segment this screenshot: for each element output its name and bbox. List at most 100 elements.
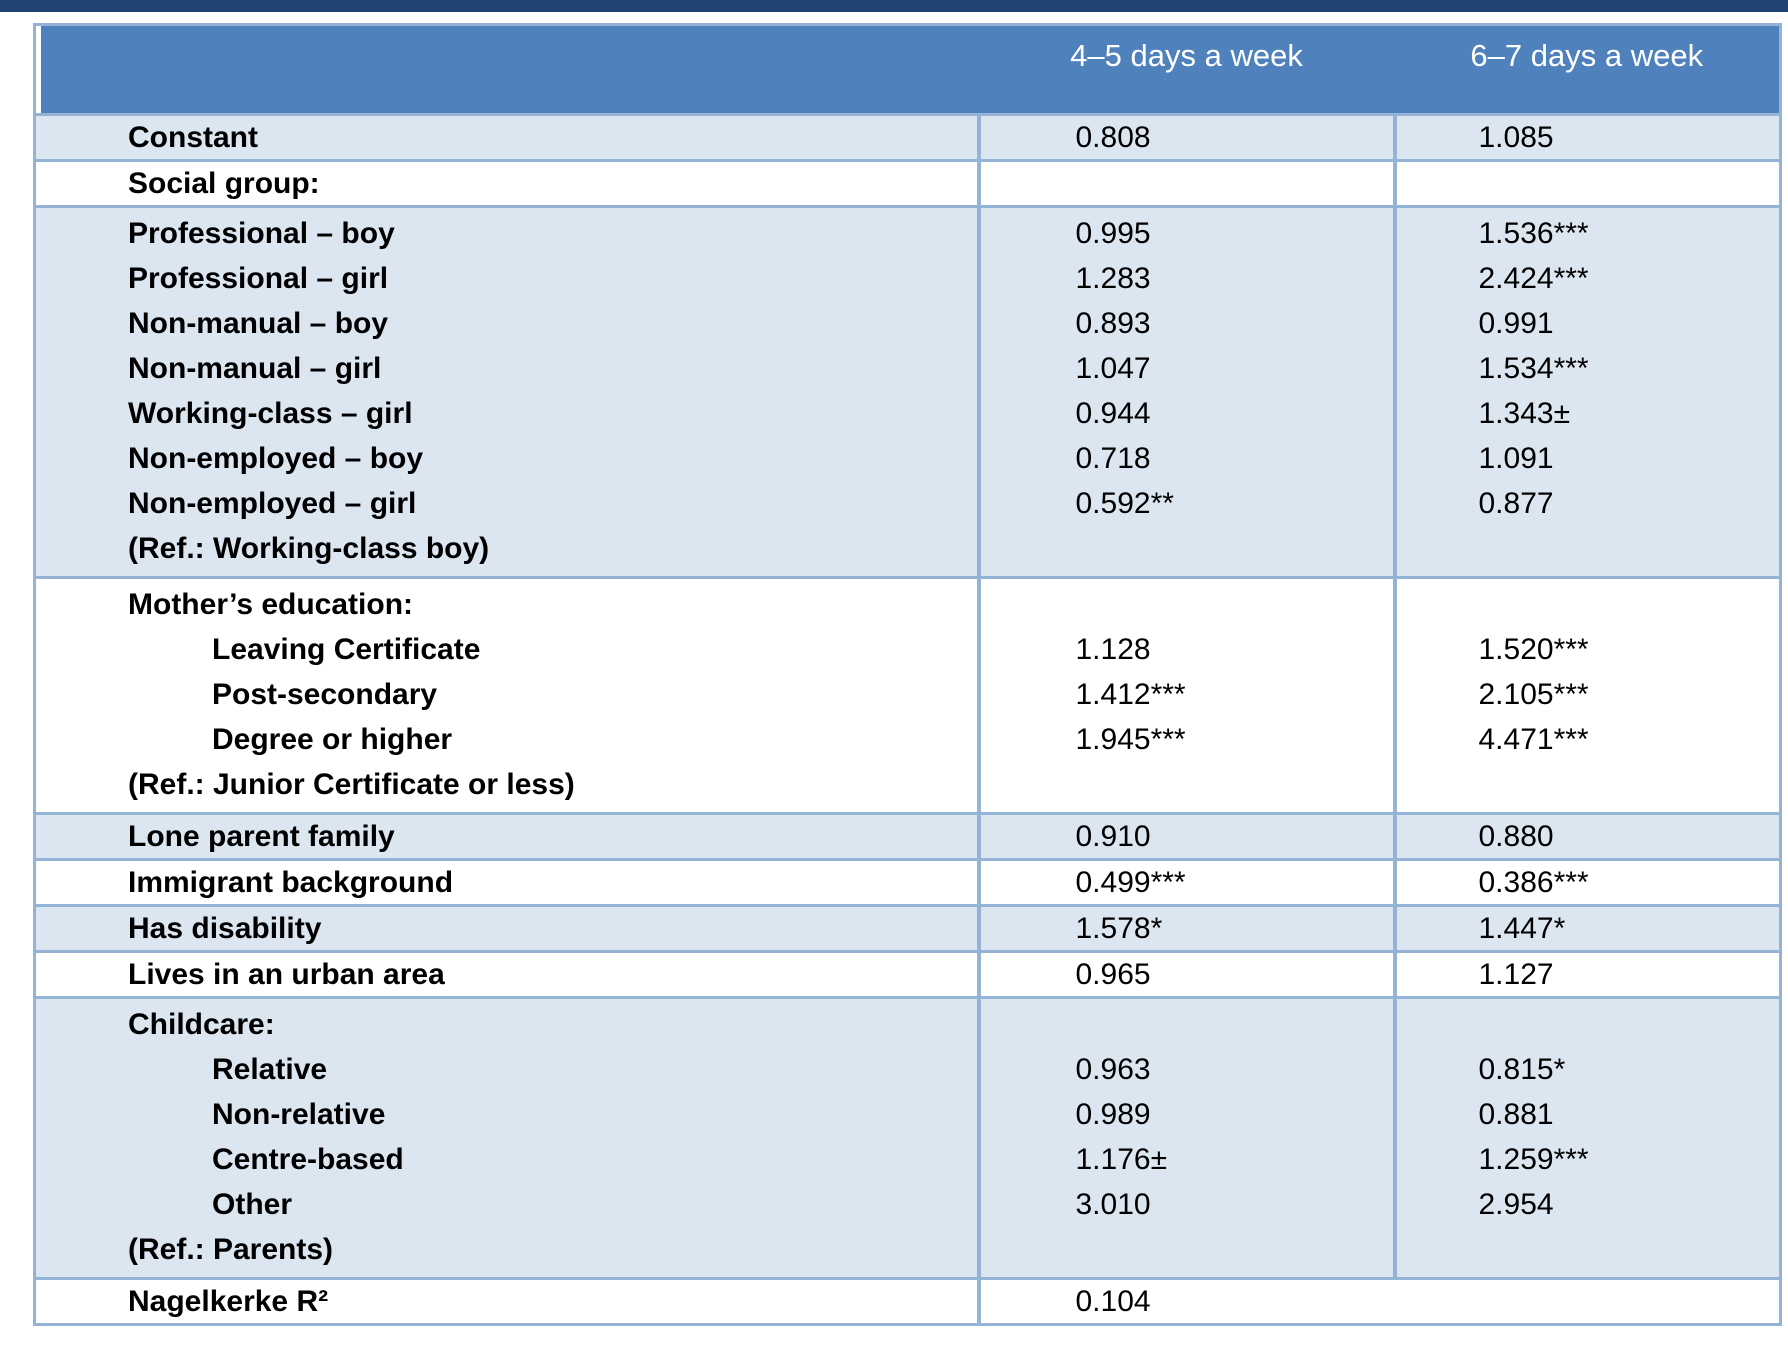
row-label-cell: Lone parent family bbox=[33, 812, 981, 861]
value-4-5-days: 0.499*** bbox=[1075, 866, 1186, 899]
value-4-5-days: 0.893 bbox=[1075, 307, 1151, 340]
value-6-7-days: 0.815* bbox=[1478, 1053, 1566, 1086]
row-label-cell: Nagelkerke R² bbox=[33, 1277, 981, 1326]
value-6-7-days: 4.471*** bbox=[1478, 723, 1589, 756]
value-4-5-days: 0.104 bbox=[1075, 1285, 1151, 1318]
row-label: Childcare: bbox=[128, 1008, 275, 1041]
value-cell-col-4-5-days: 0.910 bbox=[978, 812, 1397, 861]
value-4-5-days: 1.945*** bbox=[1075, 723, 1186, 756]
value-4-5-days: 0.963 bbox=[1075, 1053, 1151, 1086]
value-4-5-days: 1.047 bbox=[1075, 352, 1151, 385]
value-cell-col-6-7-days: 1.127 bbox=[1394, 950, 1782, 999]
value-cell-col-4-5-days: 0.995 1.283 0.893 1.047 0.944 0.718 0.592** bbox=[978, 205, 1397, 579]
value-cell-col-6-7-days: 1.447* bbox=[1394, 904, 1782, 953]
value-4-5-days bbox=[1076, 762, 1393, 807]
value-4-5-days bbox=[1076, 582, 1393, 627]
table-row: Lone parent family 0.910 0.880 bbox=[33, 812, 1782, 861]
value-6-7-days: 0.386*** bbox=[1478, 866, 1589, 899]
table-row: Immigrant background 0.499*** 0.386*** bbox=[33, 858, 1782, 907]
value-4-5-days: 0.995 bbox=[1075, 217, 1151, 250]
value-4-5-days: 0.592** bbox=[1075, 487, 1174, 520]
value-6-7-days: 0.877 bbox=[1478, 487, 1554, 520]
row-label: Post-secondary bbox=[212, 678, 438, 711]
value-6-7-days bbox=[1479, 526, 1780, 571]
value-4-5-days bbox=[1076, 1002, 1393, 1047]
row-label: Professional – boy bbox=[128, 217, 395, 250]
value-6-7-days bbox=[1479, 1227, 1780, 1272]
value-cell-col-6-7-days: 0.880 bbox=[1394, 812, 1782, 861]
value-6-7-days: 1.536*** bbox=[1478, 217, 1589, 250]
header-cell-empty bbox=[33, 23, 979, 116]
value-cell-col-6-7-days bbox=[1394, 159, 1782, 208]
value-4-5-days: 1.578* bbox=[1075, 912, 1163, 945]
value-6-7-days: 2.954 bbox=[1478, 1188, 1554, 1221]
table-row: Professional – boy Professional – girl Non… bbox=[33, 205, 1782, 579]
row-label: Non-employed – boy bbox=[128, 442, 424, 475]
table-row: Has disability 1.578* 1.447* bbox=[33, 904, 1782, 953]
row-label-cell: Immigrant background bbox=[33, 858, 981, 907]
value-4-5-days: 0.989 bbox=[1075, 1098, 1151, 1131]
row-label: Working-class – girl bbox=[128, 397, 413, 430]
value-cell-col-6-7-days: 1.520*** 2.105*** 4.471*** bbox=[1394, 576, 1782, 815]
value-6-7-days bbox=[1479, 762, 1780, 807]
row-label: Nagelkerke R² bbox=[128, 1285, 329, 1318]
table-row: Nagelkerke R² 0.104 bbox=[33, 1277, 1782, 1326]
row-label: Relative bbox=[212, 1053, 328, 1086]
value-6-7-days: 0.880 bbox=[1478, 820, 1554, 853]
value-4-5-days bbox=[1076, 1227, 1393, 1272]
header-cell-4-5-days: 4–5 days a week bbox=[978, 23, 1395, 116]
table-row: Mother’s education: Leaving Certificate Po… bbox=[33, 576, 1782, 815]
value-6-7-days: 1.259*** bbox=[1478, 1143, 1589, 1176]
value-4-5-days: 0.718 bbox=[1075, 442, 1151, 475]
row-label: Other bbox=[212, 1188, 293, 1221]
row-label: Degree or higher bbox=[212, 723, 453, 756]
value-4-5-days: 0.808 bbox=[1075, 121, 1151, 154]
value-cell-col-4-5-days: 1.578* bbox=[978, 904, 1397, 953]
row-label: Non-employed – girl bbox=[128, 487, 417, 520]
table-row: Constant 0.808 1.085 bbox=[33, 113, 1782, 162]
value-6-7-days: 1.091 bbox=[1478, 442, 1554, 475]
value-6-7-days: 2.105*** bbox=[1478, 678, 1589, 711]
value-4-5-days: 0.965 bbox=[1075, 958, 1151, 991]
value-cell-col-4-5-days: 0.808 bbox=[978, 113, 1397, 162]
value-6-7-days bbox=[1479, 582, 1780, 627]
value-4-5-days: 1.176± bbox=[1075, 1143, 1168, 1176]
value-cell-col-6-7-days: 0.815* 0.881 1.259*** 2.954 bbox=[1394, 996, 1782, 1280]
row-label-cell: Social group: bbox=[33, 159, 981, 208]
row-label: Lives in an urban area bbox=[128, 958, 445, 991]
row-label-cell: Mother’s education: Leaving Certificate Po… bbox=[33, 576, 981, 815]
value-6-7-days bbox=[1479, 1002, 1780, 1047]
value-6-7-days bbox=[1479, 162, 1780, 205]
value-6-7-days: 0.881 bbox=[1478, 1098, 1554, 1131]
row-label-cell: Has disability bbox=[33, 904, 981, 953]
value-4-5-days bbox=[1076, 526, 1393, 571]
results-table: 4–5 days a week 6–7 days a week Constant… bbox=[33, 23, 1782, 1326]
row-label: Constant bbox=[128, 121, 258, 154]
row-label: Mother’s education: bbox=[128, 588, 414, 621]
row-label: Lone parent family bbox=[128, 820, 395, 853]
table-row: Childcare: Relative Non-relative Centre-bas… bbox=[33, 996, 1782, 1280]
value-4-5-days: 3.010 bbox=[1075, 1188, 1151, 1221]
row-label: Non-manual – girl bbox=[128, 352, 382, 385]
value-cell-col-6-7-days: 1.085 bbox=[1394, 113, 1782, 162]
row-label: Has disability bbox=[128, 912, 322, 945]
value-6-7-days: 1.520*** bbox=[1478, 633, 1589, 666]
value-cell-col-4-5-days: 0.965 bbox=[978, 950, 1397, 999]
value-6-7-days: 0.991 bbox=[1478, 307, 1554, 340]
value-cell-col-4-5-days bbox=[978, 159, 1397, 208]
row-label: Leaving Certificate bbox=[212, 633, 481, 666]
value-4-5-days: 1.283 bbox=[1075, 262, 1151, 295]
value-cell-col-4-5-days: 0.963 0.989 1.176± 3.010 bbox=[978, 996, 1397, 1280]
table-row: Social group: bbox=[33, 159, 1782, 208]
row-label: Non-manual – boy bbox=[128, 307, 389, 340]
row-label: (Ref.: Working-class boy) bbox=[128, 532, 490, 565]
value-4-5-days: 1.412*** bbox=[1075, 678, 1186, 711]
top-accent-bar bbox=[0, 0, 1788, 12]
value-6-7-days: 1.085 bbox=[1478, 121, 1554, 154]
value-4-5-days: 1.128 bbox=[1075, 633, 1151, 666]
row-label-cell: Childcare: Relative Non-relative Centre-bas… bbox=[33, 996, 981, 1280]
value-4-5-days: 0.944 bbox=[1075, 397, 1151, 430]
results-table-wrap: 4–5 days a week 6–7 days a week Constant… bbox=[33, 23, 1782, 1326]
value-6-7-days: 1.343± bbox=[1478, 397, 1571, 430]
